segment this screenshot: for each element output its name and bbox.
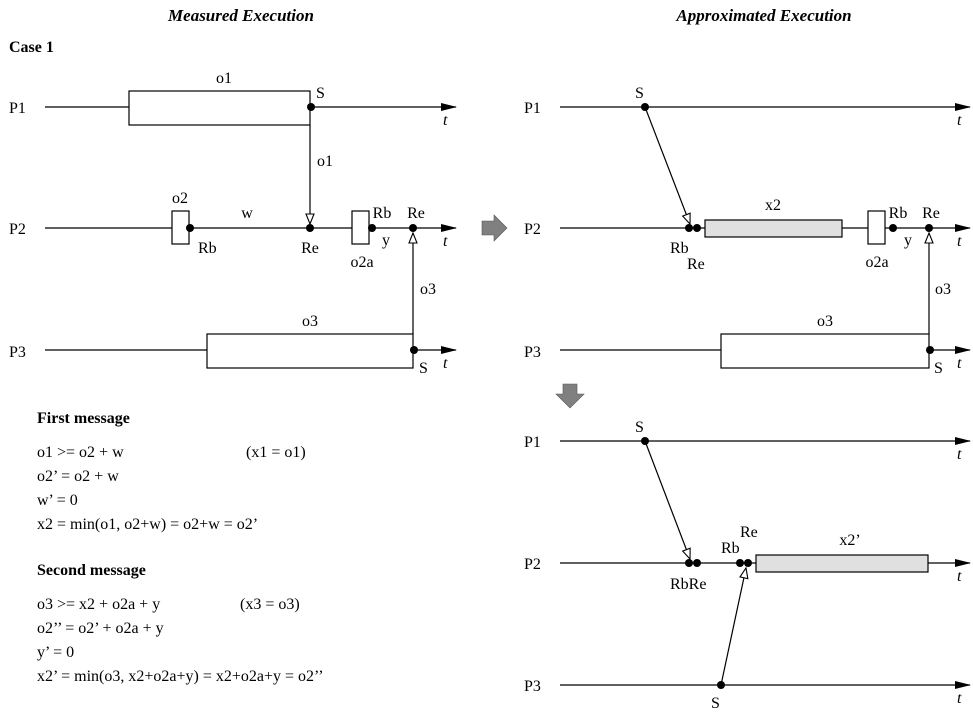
message-arrow-o1 [644,440,690,559]
send-event-label: S [419,360,428,377]
measured-heading: Measured Execution [167,6,314,25]
time-axis-label: t [957,568,962,585]
recv-begin-dot [889,224,897,232]
process-label-p3: P3 [9,344,26,361]
process-label-p2: P2 [524,556,541,573]
recv-begin-label: Rb [373,205,392,222]
second-message-title: Second message [37,562,146,579]
operation-box-o2a [867,210,886,245]
send-event-label: S [711,695,720,712]
right-arrow-icon [481,214,508,242]
label-o2a: o2a [350,254,373,271]
label-y: y [382,232,390,249]
time-axis-label: t [957,690,962,707]
time-axis-label: t [443,233,448,250]
process-label-p1: P1 [9,100,26,117]
time-axis-label: t [957,355,962,372]
send-event-dot [410,346,418,354]
measured-panel: P1 P2 P3 t t t o1 S o1 o2 Rb w Re o2a Rb… [9,70,457,377]
computation-box-x2-prime [755,554,929,573]
approximated-panel: P1 P2 P3 t t t S Rb Re x2 o2a Rb y Re o3… [524,85,971,377]
send-event-label: S [635,419,644,436]
message-arrow-o3 [720,568,746,686]
label-o3: o3 [817,313,833,330]
first-message-block: First message o1 >= o2 + w (x1 = o1) o2’… [37,410,306,533]
operation-box-o2a [351,210,370,245]
computation-box-x2 [704,219,843,238]
equation-line: o1 >= o2 + w [37,444,124,461]
equation-line: y’ = 0 [37,644,74,661]
label-o2: o2 [172,190,188,207]
rbre-label: RbRe [670,576,706,593]
time-axis-label: t [957,446,962,463]
equation-line: o3 >= x2 + o2a + y [37,596,160,613]
recv-end-dot [693,559,701,567]
equation-line: x2’ = min(o3, x2+o2a+y) = x2+o2a+y = o2’… [37,668,324,685]
recv-begin-label: Rb [889,205,908,222]
equation-line: w’ = 0 [37,492,78,509]
equation-line: o2’ = o2 + w [37,468,119,485]
process-label-p1: P1 [524,100,541,117]
second-message-block: Second message o3 >= x2 + o2a + y (x3 = … [37,562,324,685]
time-axis-label: t [957,233,962,250]
equation-note: (x1 = o1) [246,444,306,461]
message-label-o3: o3 [420,281,436,298]
equation-line: o2’’ = o2’ + o2a + y [37,620,164,637]
recv-end-label: Re [687,256,705,273]
approximated-heading: Approximated Execution [675,6,851,25]
recv-end-dot [409,224,417,232]
label-y: y [904,232,912,249]
recv-begin-label: Rb [670,240,689,257]
process-label-p2: P2 [9,221,26,238]
label-w: w [241,205,253,222]
message-label-o3: o3 [935,281,951,298]
operation-box-o3 [206,333,414,369]
recv-begin-dot [685,559,693,567]
recv-begin-dot [685,224,693,232]
first-message-title: First message [37,410,130,427]
label-o3: o3 [302,313,318,330]
down-arrow-icon [555,383,585,409]
process-label-p3: P3 [524,344,541,361]
label-o1: o1 [216,70,232,87]
recv-end-dot [693,224,701,232]
operation-box-o1 [128,90,311,126]
label-o2a: o2a [865,254,888,271]
recv-begin-dot [186,224,194,232]
recv-end-dot [744,559,752,567]
approximated-final-panel: P1 P2 P3 t t t S RbRe Rb Re x2’ S [524,419,971,712]
equation-line: x2 = min(o1, o2+w) = o2+w = o2’ [37,516,258,533]
recv-end-label: Re [740,524,758,541]
recv-end-dot [306,224,314,232]
label-x2-prime: x2’ [839,532,860,549]
recv-end-dot [925,224,933,232]
recv-begin-label: Rb [198,240,217,257]
message-label-o1: o1 [317,153,333,170]
time-axis-label: t [957,112,962,129]
case-label: Case 1 [9,39,54,56]
recv-begin-dot [736,559,744,567]
process-label-p1: P1 [524,434,541,451]
send-event-label: S [934,360,943,377]
send-event-dot [926,346,934,354]
send-event-dot [307,103,315,111]
process-label-p2: P2 [524,221,541,238]
recv-begin-dot [368,224,376,232]
label-x2: x2 [765,197,781,214]
recv-begin-label: Rb [721,540,740,557]
message-arrow-o1 [644,106,690,224]
send-event-label: S [635,85,644,102]
recv-end-label: Re [922,205,940,222]
time-axis-label: t [443,355,448,372]
operation-box-o3 [720,333,930,369]
recv-end-label: Re [407,205,425,222]
recv-end-label: Re [301,240,319,257]
time-axis-label: t [443,112,448,129]
process-label-p3: P3 [524,678,541,695]
equation-note: (x3 = o3) [240,596,300,613]
send-event-label: S [316,85,325,102]
